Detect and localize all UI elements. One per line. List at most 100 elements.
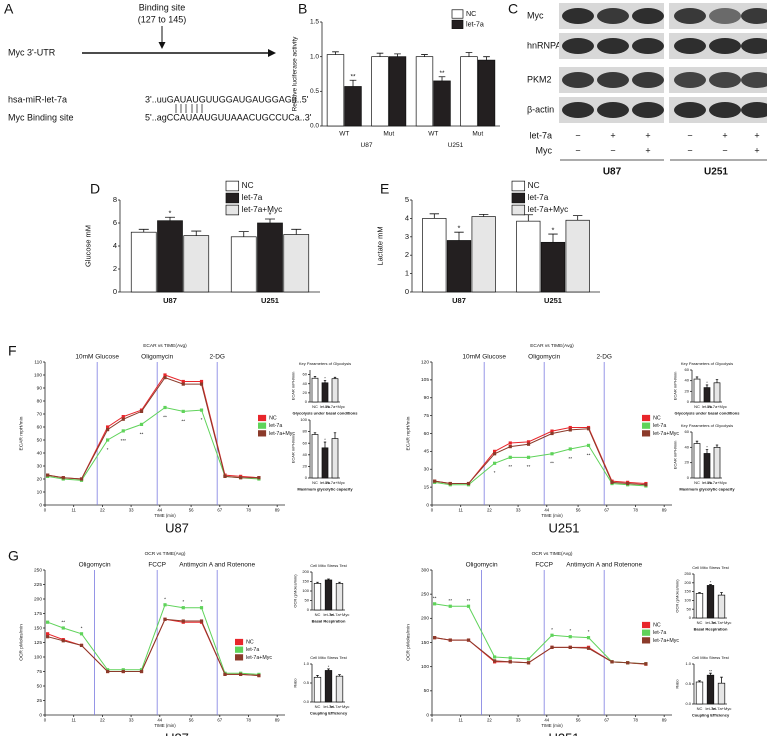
x-axis-label: Glycolysis under basal conditions [675,410,741,415]
significance: * [107,447,109,453]
blot-band [674,102,706,118]
chart-title: Cell Mito Stress Test [692,565,729,570]
blot-band [709,102,741,118]
treatment-label: Myc [536,145,553,155]
y-tick-label: 50 [37,683,43,689]
x-tick-label: 89 [275,507,280,512]
legend-swatch [511,180,526,192]
data-point [550,452,554,456]
y-tick-label: 150 [421,640,429,646]
bar [415,56,434,127]
y-tick-label: 1.0 [310,53,319,60]
y-tick-label: 5 [405,195,409,204]
error-bar [705,449,709,454]
y-tick-label: 75 [37,669,43,675]
y-tick-label: 15 [424,484,430,490]
bar [717,594,726,619]
x-tick-label: 33 [129,507,134,512]
treatment-sign: − [575,130,580,140]
bar [283,234,310,293]
x-tick-label: let-7a+Myc [712,620,732,625]
series-line [47,406,259,481]
data-point [626,661,630,665]
series-line [47,374,259,480]
legend-swatch [642,430,651,437]
x-tick-label: NC [697,706,703,711]
data-point [526,661,531,665]
x-tick-label: NC [697,620,703,625]
bar [257,222,283,293]
y-tick-label: 100 [421,664,429,670]
injection-label: Antimycin A and Rotenone [566,561,642,568]
bar [693,443,701,479]
legend-swatch [225,192,240,204]
treatment-sign: + [645,130,650,140]
y-tick-label: 0 [39,712,42,718]
significance: ** [467,598,471,604]
y-tick-label: 2 [405,250,409,259]
bar [371,56,389,127]
chart: 0 25 50 75 100 125 150 175 200 225 250 OCR vs TIME(… [18,551,285,736]
data-point [106,428,110,432]
data-point [466,604,471,608]
chart: 0.0 0.5 1.0 1.5 Relative luciferase activity… [291,9,500,149]
y-tick-label: 200 [421,616,429,622]
legend-swatch [258,414,267,422]
y-tick-label: 80 [303,429,308,434]
y-axis-label: OCR (pMoles/min) [674,579,679,613]
chart: 0 20 40 60 80 100 ECAR mPH/min NC let-7alet-7a+M… [290,417,353,491]
data-point [586,443,591,448]
data-point [121,668,125,672]
data-point [493,452,497,456]
error-bar [720,676,723,684]
y-tick-label: 4 [405,213,409,222]
data-point [121,669,125,674]
x-axis-label: Basal Respiration [312,618,346,623]
y-tick-label: 30 [37,463,43,469]
x-tick-label: 67 [217,717,222,722]
y-axis-label: ECAR mpH/min [405,416,411,450]
injection-label: 10mM Glucose [75,353,119,360]
data-point [626,481,630,486]
error-bar [327,668,330,671]
legend-swatch [258,422,267,429]
chart-title: Key Parameters of Glycolysis [681,423,733,428]
blot-band [597,102,629,118]
data-point [508,660,512,664]
y-tick-label: 1.5 [310,19,319,26]
error-bar [715,444,719,448]
x-tick-label: NC [694,480,700,485]
binding-site: Binding site [139,2,186,12]
x-tick-label: U87 [163,296,177,305]
data-point [239,672,243,676]
injection-label: Antimycin A and Rotenone [179,561,255,568]
y-tick-label: 20 [685,388,690,393]
data-point [163,376,167,380]
data-point [121,429,125,433]
series-line [47,618,259,677]
error-bar [695,376,699,380]
y-tick-label: 1 [405,269,409,278]
x-tick-label: let-7a [705,620,716,625]
myc-label: Myc Binding site [8,112,74,122]
blot-band [741,102,767,118]
bar [422,218,447,293]
blot-band [632,8,664,24]
legend-label: let-7a [653,423,666,429]
error-bar [332,51,339,55]
significance: * [551,627,553,633]
bar [331,438,339,479]
error-bar [333,432,337,439]
legend-swatch [451,19,464,29]
y-tick-label: 110 [34,359,42,365]
bar [540,241,566,293]
blot-band [632,38,664,54]
x-tick-label: 22 [487,507,492,512]
legend-swatch [235,646,244,653]
error-bar [548,233,558,243]
y-axis-label: OCR pMoles/min [18,624,24,661]
y-tick-label: 75 [424,413,430,419]
significance: * [269,210,272,219]
